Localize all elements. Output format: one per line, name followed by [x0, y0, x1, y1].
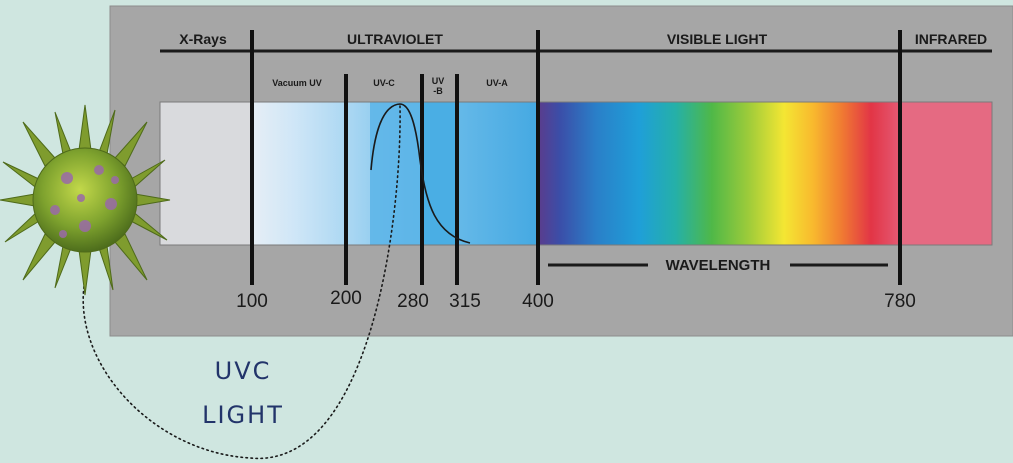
tick-280: 280 [397, 291, 429, 312]
tick-315: 315 [449, 291, 481, 312]
label-uvb-line1: UV [432, 76, 445, 86]
xray-band [160, 102, 252, 245]
label-visible-light: VISIBLE LIGHT [667, 31, 768, 47]
wavelength-label: WAVELENGTH [666, 257, 771, 274]
tick-100: 100 [236, 291, 268, 312]
label-uva: UV-A [486, 78, 508, 88]
virus-spots [50, 165, 119, 238]
visible-band [538, 102, 900, 245]
callout-uvc: UVC [215, 357, 272, 385]
virus-icon [0, 104, 171, 296]
uvb-band [422, 102, 458, 245]
band-outline [159, 101, 993, 246]
tick-200: 200 [330, 288, 362, 309]
callout-light: LIGHT [202, 401, 284, 429]
label-xrays: X-Rays [179, 31, 227, 47]
virus-body [32, 147, 138, 253]
label-uvc: UV-C [373, 78, 395, 88]
germicidal-curve [370, 103, 471, 244]
label-uvb-line2: -B [433, 86, 443, 96]
spectrum-band [159, 101, 993, 246]
infrared-band [900, 102, 992, 245]
label-ultraviolet: ULTRAVIOLET [347, 31, 443, 47]
label-infrared: INFRARED [915, 31, 987, 47]
tick-780: 780 [884, 291, 916, 312]
uvc-callout-loop [82, 105, 401, 459]
divider-lines [250, 30, 902, 285]
tick-400: 400 [522, 291, 554, 312]
label-vacuum-uv: Vacuum UV [272, 78, 322, 88]
